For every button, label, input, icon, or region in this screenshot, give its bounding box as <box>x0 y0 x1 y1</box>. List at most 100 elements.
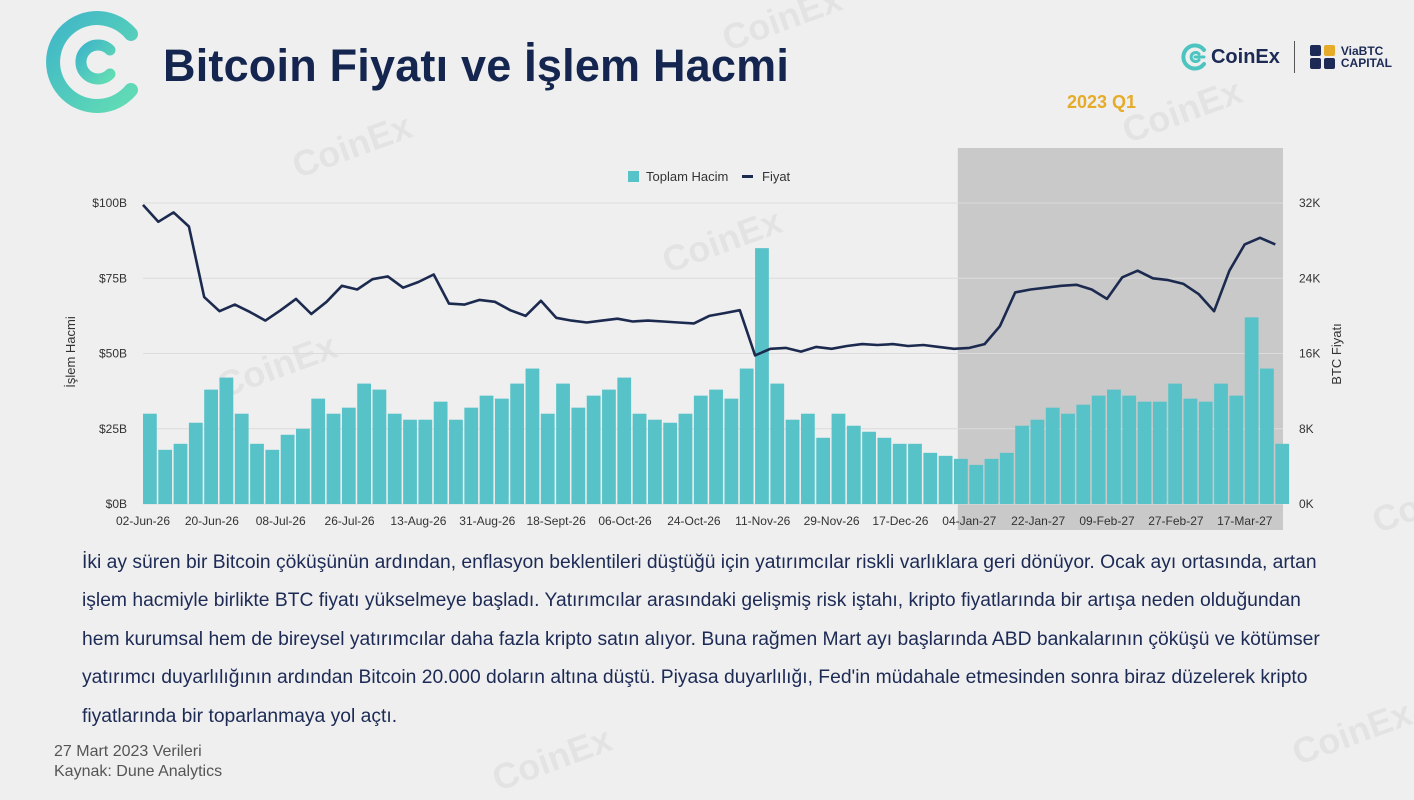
y-right-tick-label: 0K <box>1299 497 1314 511</box>
volume-bar <box>188 422 203 504</box>
x-tick-label: 27-Feb-27 <box>1148 514 1204 528</box>
volume-bar <box>1260 368 1274 504</box>
y-right-tick-label: 16K <box>1299 347 1320 361</box>
viabtc-brand-name: ViaBTC CAPITAL <box>1340 44 1392 70</box>
volume-bar <box>846 425 861 504</box>
x-tick-label: 26-Jul-26 <box>325 514 375 528</box>
y-right-tick-label: 8K <box>1299 422 1314 436</box>
volume-bar <box>724 398 739 504</box>
footer: 27 Mart 2023 Verileri Kaynak: Dune Analy… <box>54 742 222 782</box>
brand-divider <box>1293 41 1295 73</box>
volume-bar <box>387 413 402 504</box>
x-tick-label: 06-Oct-26 <box>598 514 652 528</box>
volume-bar <box>250 443 264 504</box>
viabtc-logo-icon <box>1309 45 1335 69</box>
volume-bar <box>586 395 601 504</box>
volume-bar <box>816 437 831 504</box>
volume-bar <box>785 419 800 504</box>
volume-bar <box>494 398 509 504</box>
description-text: İki ay süren bir Bitcoin çöküşünün ardın… <box>82 552 1320 727</box>
y-left-tick-label: $75B <box>99 271 127 285</box>
y-axis-left: $0B $25B $50B $75B $100B <box>92 196 127 511</box>
volume-bar <box>709 389 723 504</box>
volume-bar <box>479 395 494 504</box>
coinex-brand-name: CoinEx <box>1210 45 1280 68</box>
y-right-tick-label: 24K <box>1299 271 1320 285</box>
volume-bar <box>1030 419 1045 504</box>
volume-bar <box>908 443 922 504</box>
volume-bar <box>1244 317 1259 504</box>
price-line <box>142 204 1276 357</box>
coinex-logo-icon <box>46 11 138 113</box>
volume-bar <box>204 389 218 504</box>
volume-bar <box>311 398 326 504</box>
x-tick-label: 31-Aug-26 <box>459 514 515 528</box>
volume-bar <box>296 428 310 504</box>
x-tick-label: 17-Mar-27 <box>1217 514 1273 528</box>
watermark-text: CoinEx <box>1367 460 1414 542</box>
coinex-brand: CoinEx <box>1181 43 1280 71</box>
x-axis: 02-Jun-26 20-Jun-26 08-Jul-26 26-Jul-26 13-A… <box>116 514 1273 528</box>
volume-bar <box>326 413 341 504</box>
volume-bar <box>158 449 173 504</box>
legend-volume-label: Toplam Hacim <box>646 169 728 184</box>
volume-bar <box>1015 425 1029 504</box>
volume-bar <box>663 422 678 504</box>
volume-bar <box>418 419 433 504</box>
x-tick-label: 18-Sept-26 <box>526 514 586 528</box>
volume-bar <box>357 383 371 504</box>
volume-bar <box>143 413 157 504</box>
x-tick-label: 13-Aug-26 <box>390 514 446 528</box>
volume-bar <box>265 449 280 504</box>
price-line-group <box>142 204 1276 357</box>
volume-bar <box>1152 401 1167 504</box>
data-source: Kaynak: Dune Analytics <box>54 763 223 780</box>
price-volume-chart: $0B $25B $50B $75B $100B 0K 8K 16K 24K 32K 02-Ju… <box>63 148 1344 530</box>
volume-bar <box>540 413 555 504</box>
volume-bar <box>877 437 892 504</box>
volume-bar <box>403 419 417 504</box>
volume-bar <box>1168 383 1183 504</box>
viabtc-brand: ViaBTC CAPITAL <box>1309 43 1392 71</box>
volume-bar <box>1183 398 1198 504</box>
chart-legend: Toplam Hacim Fiyat <box>628 169 791 184</box>
volume-bar <box>954 458 968 504</box>
y-axis-right-title: BTC Fiyatı <box>1329 323 1344 384</box>
volume-bar <box>938 455 953 504</box>
x-tick-label: 08-Jul-26 <box>256 514 306 528</box>
volume-bar <box>984 458 999 504</box>
x-tick-label: 09-Feb-27 <box>1079 514 1135 528</box>
coinex-logo-icon <box>1181 43 1206 71</box>
y-right-tick-label: 32K <box>1299 196 1320 210</box>
x-tick-label: 24-Oct-26 <box>667 514 721 528</box>
volume-bar <box>525 368 540 504</box>
volume-bar <box>831 413 846 504</box>
volume-bar <box>510 383 525 504</box>
volume-bar <box>923 452 938 504</box>
y-left-tick-label: $25B <box>99 422 127 436</box>
data-date: 27 Mart 2023 Verileri <box>54 743 202 760</box>
volume-bar <box>280 434 295 504</box>
volume-bar <box>1198 401 1213 504</box>
x-tick-label: 04-Jan-27 <box>942 514 996 528</box>
volume-bar <box>341 407 356 504</box>
y-left-tick-label: $0B <box>106 497 127 511</box>
volume-bar <box>1229 395 1244 504</box>
legend-price-label: Fiyat <box>762 169 791 184</box>
volume-bar <box>571 407 586 504</box>
volume-bar <box>173 443 188 504</box>
volume-bar <box>862 431 876 504</box>
x-tick-label: 02-Jun-26 <box>116 514 170 528</box>
volume-bar <box>739 368 754 504</box>
x-tick-label: 11-Nov-26 <box>735 514 790 528</box>
y-left-tick-label: $100B <box>92 196 127 210</box>
page-title: Bitcoin Fiyatı ve İşlem Hacmi <box>163 40 790 91</box>
volume-bar <box>770 383 785 504</box>
volume-bar <box>372 389 387 504</box>
volume-bar <box>433 401 448 504</box>
volume-bar <box>800 413 815 504</box>
volume-bar <box>1091 395 1106 504</box>
legend-price-swatch <box>742 175 753 178</box>
volume-bars <box>143 248 1290 504</box>
volume-bar <box>892 443 907 504</box>
